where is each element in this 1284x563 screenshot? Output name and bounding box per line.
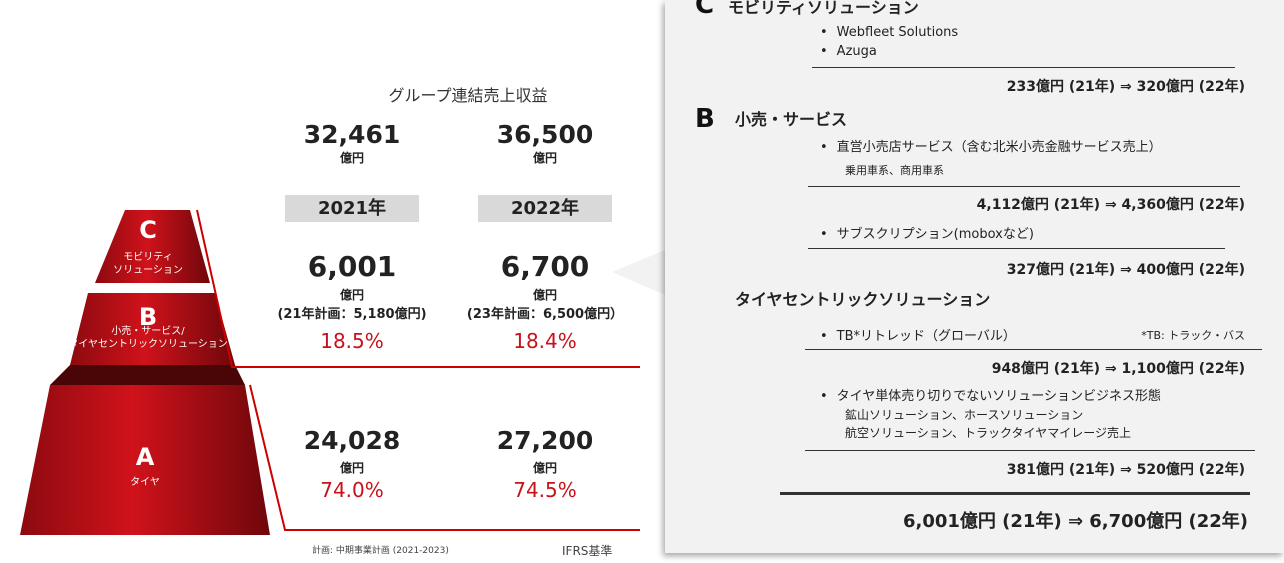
rule (805, 450, 1255, 451)
share: 18.5% (320, 329, 384, 353)
bullet-item: TB*リトレッド（グローバル） (820, 330, 1016, 343)
unit: 億円 (532, 288, 558, 302)
rule (780, 492, 1250, 495)
pyramid-join (50, 365, 245, 385)
segment-letter: A (135, 443, 155, 471)
value: 6,700 (500, 250, 590, 283)
share: 18.4% (513, 329, 577, 353)
pyramid-a (20, 385, 270, 535)
plan: (23年計画：6,500億円） (466, 307, 624, 322)
divider-line (196, 209, 640, 368)
sub-item: 航空ソリューション、トラックタイヤマイレージ売上 (845, 426, 1131, 440)
bullet-item: サブスクリプション(moboxなど) (820, 228, 1034, 241)
total-result: 6,001億円 (21年) ⇒ 6,700億円 (22年) (902, 511, 1248, 532)
callout-pointer (612, 250, 665, 295)
title: グループ連結売上収益 (388, 86, 548, 105)
section-title: モビリティソリューション (728, 0, 919, 17)
year: 2022年 (510, 198, 580, 219)
rule (812, 67, 1235, 68)
detail-panel (665, 0, 1284, 553)
value: 27,200 (496, 426, 594, 455)
result: 381億円 (21年) ⇒ 520億円 (22年) (1006, 462, 1245, 478)
unit: 億円 (339, 151, 365, 165)
footnote: 計画: 中期事業計画 (2021-2023) (312, 546, 449, 556)
rule (805, 349, 1262, 350)
segment-label: タイヤセントリックソリューション (68, 339, 228, 350)
plan: (21年計画：5,180億円) (277, 307, 427, 322)
year-box (285, 195, 419, 222)
unit: 億円 (532, 151, 558, 165)
value: 24,028 (303, 426, 401, 455)
segment-letter: B (138, 303, 158, 331)
segment-label: 小売・サービス/ (111, 326, 185, 337)
result: 233億円 (21年) ⇒ 320億円 (22年) (1006, 79, 1245, 95)
bullet-item: タイヤ単体売り切りでないソリューションビジネス形態 (820, 390, 1161, 403)
divider-line (249, 384, 640, 531)
unit: 億円 (339, 288, 365, 302)
year-box (478, 195, 612, 222)
basis: IFRS基準 (562, 544, 613, 558)
total-value: 36,500 (496, 120, 594, 149)
result: 948億円 (21年) ⇒ 1,100億円 (22年) (991, 361, 1245, 377)
section-letter: C (695, 0, 715, 20)
total-value: 32,461 (303, 120, 401, 149)
share: 74.0% (320, 478, 384, 502)
section-title: タイヤセントリックソリューション (735, 290, 991, 309)
pyramid-c (95, 210, 210, 283)
rule (808, 186, 1240, 187)
segment-label: タイヤ (130, 477, 160, 488)
result: 327億円 (21年) ⇒ 400億円 (22年) (1006, 262, 1245, 278)
sub-item: 乗用車系、商用車系 (845, 164, 944, 177)
value: 6,001 (307, 250, 397, 283)
bullet-item: 直営小売店サービス（含む北米小売金融サービス売上） (820, 141, 1162, 154)
share: 74.5% (513, 478, 577, 502)
unit: 億円 (532, 461, 558, 475)
note: *TB: トラック・バス (1141, 329, 1245, 342)
bullet-item: Webfleet Solutions (820, 26, 959, 39)
rule (808, 248, 1225, 249)
segment-label: ソリューション (113, 265, 183, 276)
segment-letter: C (139, 216, 157, 244)
bullet-item: Azuga (820, 45, 877, 58)
pyramid-b (70, 293, 235, 365)
year: 2021年 (317, 198, 387, 219)
unit: 億円 (339, 461, 365, 475)
result: 4,112億円 (21年) ⇒ 4,360億円 (22年) (976, 197, 1245, 213)
sub-item: 鉱山ソリューション、ホースソリューション (845, 408, 1084, 422)
segment-label: モビリティ (123, 252, 173, 263)
section-title: 小売・サービス (735, 110, 848, 129)
section-letter: B (695, 104, 715, 134)
